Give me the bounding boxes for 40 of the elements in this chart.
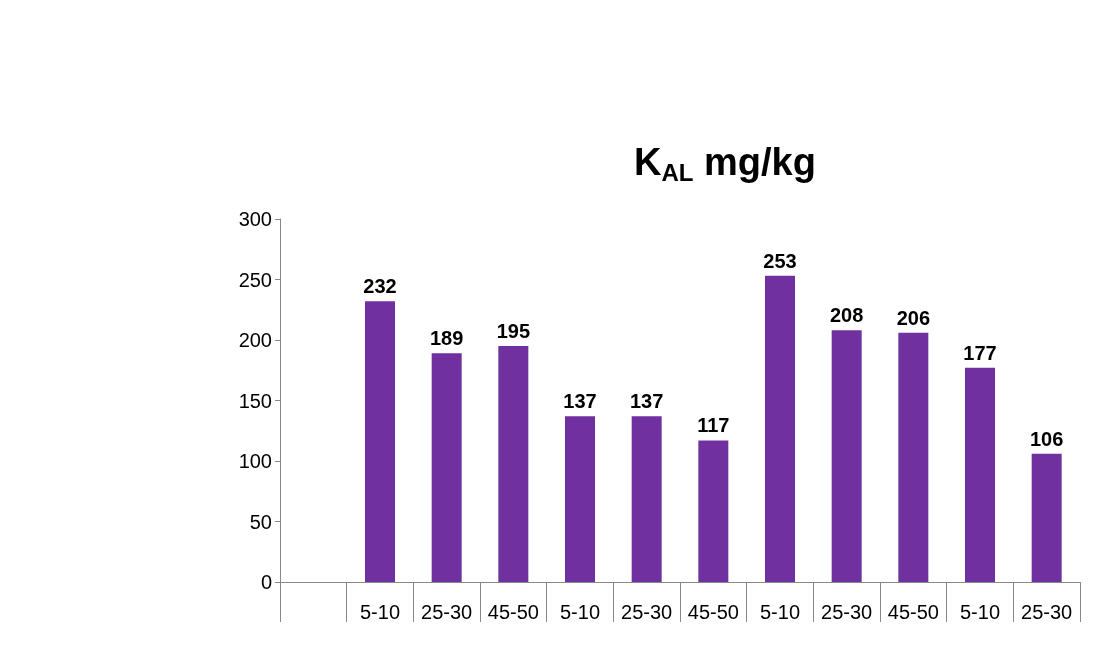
data-label: 253 (763, 249, 797, 272)
data-label: 206 (896, 306, 931, 329)
data-label: 208 (829, 304, 864, 327)
x-tick-label: 45-50 (487, 601, 539, 623)
bar (431, 353, 462, 582)
bar (365, 301, 395, 582)
x-tick-label: 5-10 (959, 601, 1001, 623)
bar (565, 416, 595, 582)
data-label: 137 (563, 390, 597, 413)
data-label: 117 (697, 414, 730, 437)
y-tick-label: 250 (238, 268, 272, 291)
bar (965, 367, 995, 582)
x-tick-label: 5-10 (759, 601, 801, 623)
bar (1031, 453, 1062, 582)
data-label: 195 (496, 320, 531, 343)
y-tick-label: 300 (238, 208, 272, 230)
data-label: 106 (1029, 427, 1064, 450)
y-tick-label: 150 (238, 389, 272, 412)
x-tick-label: 45-50 (887, 601, 939, 623)
bar (765, 275, 795, 582)
x-tick-label: 25-30 (421, 601, 473, 623)
bar (498, 346, 529, 582)
y-tick-label: 50 (249, 510, 272, 533)
x-tick-label: 45-50 (687, 601, 739, 623)
y-tick-label: 200 (238, 329, 272, 351)
x-tick-label: 25-30 (1021, 601, 1073, 623)
bar (831, 330, 862, 582)
y-tick-label: 100 (238, 450, 272, 472)
data-label: 177 (963, 341, 997, 364)
data-label: 189 (429, 327, 464, 350)
x-tick-label: 5-10 (559, 601, 601, 623)
data-label: 137 (629, 390, 664, 413)
x-tick-label: 25-30 (821, 601, 873, 623)
bar (698, 440, 729, 582)
data-label: 232 (363, 275, 397, 298)
x-tick-label: 25-30 (621, 601, 673, 623)
bar (898, 332, 929, 582)
x-tick-label: 5-10 (359, 601, 401, 623)
bar (631, 416, 662, 582)
y-tick-label: 0 (260, 571, 272, 593)
